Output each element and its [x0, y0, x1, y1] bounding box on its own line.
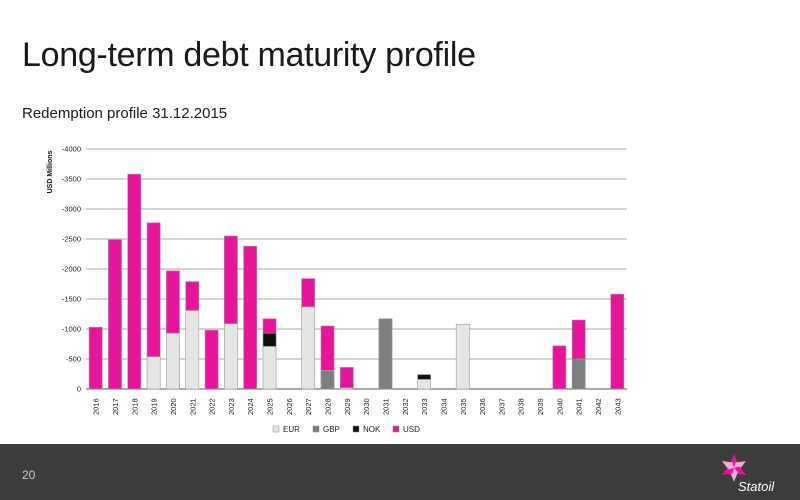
- y-tick-label: -1000: [62, 325, 81, 334]
- x-tick-label: 2020: [169, 398, 178, 415]
- slide-title: Long-term debt maturity profile: [22, 36, 476, 74]
- x-tick-label: 2031: [381, 398, 390, 415]
- bar-eur-2019: [146, 356, 161, 390]
- x-tick-label: 2030: [362, 398, 371, 415]
- x-tick-label: 2021: [188, 398, 197, 415]
- bar-usd-2021: [185, 281, 200, 311]
- legend-swatch-gbp: [312, 425, 320, 433]
- bar-eur-2025: [262, 346, 277, 390]
- bar-eur-2023: [224, 323, 238, 390]
- x-tick-label: 2032: [401, 398, 410, 415]
- legend-label-usd: USD: [403, 425, 420, 434]
- slide-subtitle: Redemption profile 31.12.2015: [22, 105, 228, 122]
- x-tick-label: 2029: [343, 398, 352, 415]
- x-tick-label: 2040: [555, 398, 564, 415]
- bar-eur-2033: [417, 379, 431, 390]
- x-tick-label: 2016: [92, 398, 101, 415]
- x-tick-label: 2039: [536, 398, 545, 415]
- x-tick-label: 2018: [130, 398, 139, 415]
- y-tick-label: -4000: [62, 145, 81, 154]
- bar-usd-2017: [108, 239, 122, 390]
- legend-swatch-eur: [272, 425, 280, 433]
- x-tick-label: 2022: [208, 398, 217, 415]
- bar-nok-2025: [262, 332, 277, 347]
- x-tick-label: 2037: [497, 398, 506, 415]
- bar-usd-2027: [301, 278, 316, 308]
- x-tick-label: 2026: [285, 398, 294, 415]
- brand-name: Statoil: [738, 479, 775, 494]
- legend-label-eur: EUR: [283, 425, 300, 434]
- bar-usd-2029: [339, 367, 354, 389]
- bar-usd-2020: [166, 270, 180, 334]
- bar-eur-2027: [301, 306, 316, 390]
- y-tick-label: -3000: [62, 205, 81, 214]
- bar-nok-2033: [417, 374, 431, 380]
- bar-gbp-2031: [378, 318, 393, 390]
- legend-swatch-nok: [352, 425, 360, 433]
- x-tick-label: 2028: [324, 398, 333, 415]
- bar-eur-2020: [166, 332, 180, 390]
- x-tick-label: 2042: [594, 398, 603, 415]
- y-tick-label: -1500: [62, 295, 81, 304]
- bar-usd-2018: [127, 173, 142, 390]
- bar-gbp-2028: [320, 370, 335, 390]
- y-tick-label: -2500: [62, 235, 81, 244]
- x-tick-label: 2019: [150, 398, 159, 415]
- x-tick-labels: 2016 2017 2018 2019 2020 2021 2022 2023 2024 2025…: [92, 398, 623, 415]
- y-tick-label: -3500: [62, 175, 81, 184]
- x-tick-label: 2035: [459, 398, 468, 415]
- bar-usd-2019: [146, 222, 161, 357]
- bar-usd-2016: [88, 326, 103, 390]
- statoil-logo-icon: [721, 454, 747, 482]
- bar-usd-2040: [552, 345, 567, 390]
- page-number: 20: [22, 468, 36, 482]
- x-tick-label: 2034: [439, 398, 448, 415]
- x-tick-label: 2038: [517, 398, 526, 415]
- bar-eur-2035: [455, 323, 470, 390]
- bars-layer: [88, 173, 625, 390]
- debt-maturity-chart: -4000 -3500 -3000 -2500 -2000 -1500 -1000 -500 0…: [47, 145, 627, 434]
- bar-usd-2023: [224, 235, 238, 324]
- bar-gbp-2041: [571, 358, 586, 390]
- bar-usd-2024: [243, 245, 258, 390]
- bar-eur-2021: [185, 310, 200, 390]
- x-tick-label: 2023: [227, 398, 236, 415]
- bar-usd-2022: [204, 329, 219, 390]
- legend-label-gbp: GBP: [323, 425, 340, 434]
- x-tick-label: 2024: [246, 398, 255, 415]
- x-tick-label: 2036: [478, 398, 487, 415]
- y-tick-label: 0: [77, 385, 81, 394]
- y-tick-labels: -4000 -3500 -3000 -2500 -2000 -1500 -1000 -500 0: [62, 145, 81, 394]
- y-tick-label: -500: [66, 355, 81, 364]
- x-tick-label: 2027: [304, 398, 313, 415]
- x-tick-label: 2043: [613, 398, 622, 415]
- y-tick-label: -2000: [62, 265, 81, 274]
- bar-usd-2025: [262, 318, 277, 334]
- legend: EUR GBP NOK USD: [272, 425, 420, 434]
- footer-bar: 20 Statoil: [0, 444, 800, 500]
- bar-usd-2041: [571, 319, 586, 360]
- x-tick-label: 2033: [420, 398, 429, 415]
- y-axis-label: USD Millions: [47, 151, 54, 194]
- x-tick-label: 2017: [111, 398, 120, 415]
- bar-usd-2043: [610, 293, 625, 390]
- x-tick-label: 2025: [266, 398, 275, 415]
- x-tick-label: 2041: [575, 398, 584, 415]
- legend-swatch-usd: [392, 425, 400, 433]
- bar-usd-2028: [320, 325, 335, 371]
- legend-label-nok: NOK: [363, 425, 381, 434]
